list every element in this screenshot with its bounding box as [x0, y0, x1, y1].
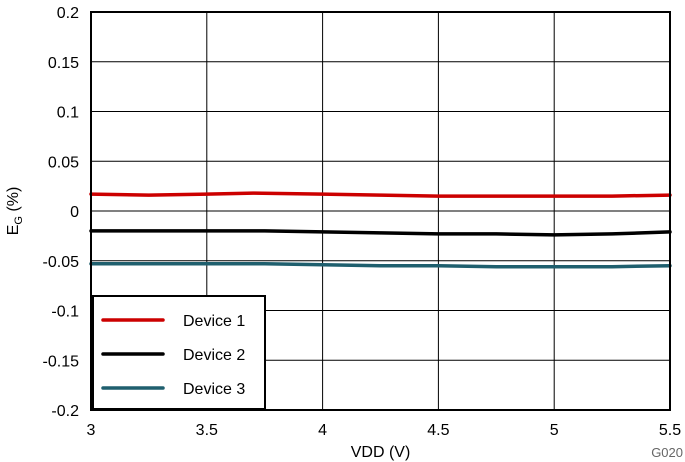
y-axis-label-subscript: G [13, 216, 25, 225]
y-tick-label: -0.15 [43, 353, 80, 370]
y-tick-label: 0.15 [48, 55, 79, 72]
x-tick-label: 4.5 [427, 422, 449, 439]
figure-id: G020 [651, 445, 683, 460]
x-tick-label: 3 [87, 422, 96, 439]
legend: Device 1 Device 2 Device 3 [92, 295, 266, 410]
y-tick-label: 0 [70, 204, 79, 221]
tick-labels: 3 3.5 4 4.5 5 5.5 0.2 0.15 0.1 0.05 0 -0.05 -0.1 -0.1… [43, 5, 682, 439]
y-tick-label: 0.1 [57, 105, 79, 122]
plot-frame [90, 11, 671, 411]
x-tick-label: 5.5 [659, 422, 681, 439]
legend-label-3: Device 3 [183, 381, 245, 398]
series-line-1 [89, 191, 672, 198]
x-tick-label: 3.5 [196, 422, 218, 439]
y-axis-label-unit: (%) [5, 187, 22, 216]
svg-text:EG (%): EG (%) [5, 187, 25, 236]
series-line-2 [89, 229, 672, 237]
y-tick-label: -0.05 [43, 254, 80, 271]
legend-label-1: Device 1 [183, 313, 245, 330]
x-tick-label: 4 [318, 422, 327, 439]
x-axis-label: VDD (V) [351, 444, 411, 461]
series-line-3 [89, 261, 672, 269]
data-series [89, 191, 672, 269]
legend-label-2: Device 2 [183, 347, 245, 364]
y-axis-label-main: E [5, 225, 22, 236]
x-tick-label: 5 [550, 422, 559, 439]
y-axis-label: EG (%) [5, 187, 25, 236]
y-tick-label: 0.05 [48, 154, 79, 171]
y-tick-label: -0.2 [51, 403, 79, 420]
y-tick-label: -0.1 [51, 304, 79, 321]
y-tick-label: 0.2 [57, 5, 79, 22]
